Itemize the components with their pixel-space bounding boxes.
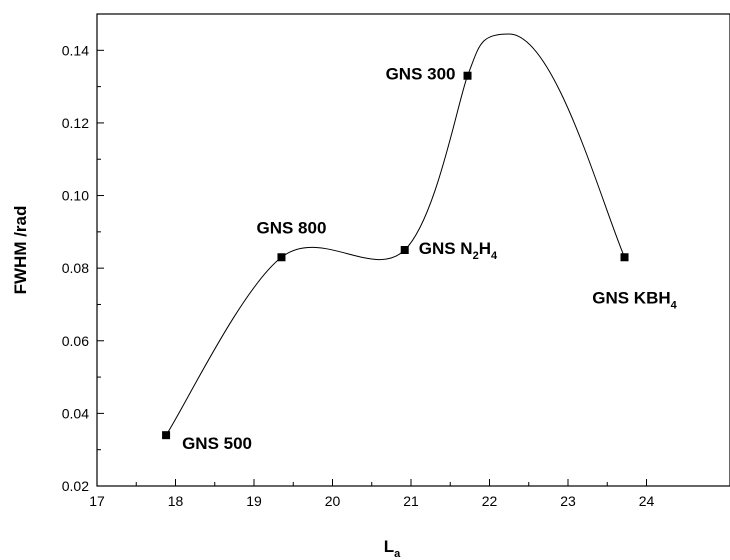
y-tick-label: 0.14 [62, 42, 89, 58]
x-axis-title: La [384, 537, 401, 560]
x-tick-label: 21 [403, 493, 419, 509]
y-axis-title: FWHM /rad [11, 206, 30, 295]
data-point [162, 431, 171, 440]
point-label: GNS 300 [386, 65, 456, 84]
x-axis-title-main: L [384, 537, 394, 556]
x-tick-label: 18 [168, 493, 184, 509]
point-label: GNS KBH4 [592, 288, 677, 311]
data-point [463, 71, 472, 80]
data-point [620, 253, 629, 262]
x-tick-label: 17 [89, 493, 105, 509]
y-axis: 0.02 0.04 0.06 0.08 0.10 0.12 0.14 [62, 42, 104, 494]
data-points [162, 71, 629, 440]
data-point [400, 246, 409, 254]
x-tick-label: 20 [325, 493, 341, 509]
x-axis: 17 18 19 20 21 22 23 24 [89, 479, 654, 509]
x-tick-label: 19 [246, 493, 262, 509]
x-tick-label: 23 [560, 493, 576, 509]
x-tick-label: 22 [482, 493, 498, 509]
point-label: GNS N2H4 [419, 239, 498, 262]
y-tick-label: 0.04 [62, 405, 89, 421]
y-tick-label: 0.08 [62, 260, 89, 276]
data-point [277, 253, 286, 262]
point-labels: GNS 500 GNS 800 GNS N2H4 GNS 300 GNS KBH4 [182, 65, 678, 453]
y-tick-label: 0.10 [62, 188, 89, 204]
y-tick-label: 0.02 [62, 478, 89, 494]
y-tick-label: 0.12 [62, 115, 89, 131]
y-tick-label: 0.06 [62, 333, 89, 349]
point-label: GNS 500 [182, 434, 252, 453]
fit-curve [165, 33, 625, 436]
plot-frame [96, 13, 730, 487]
x-tick-label: 24 [639, 493, 655, 509]
x-axis-title-sub: a [394, 548, 401, 560]
point-label: GNS 800 [257, 218, 327, 237]
